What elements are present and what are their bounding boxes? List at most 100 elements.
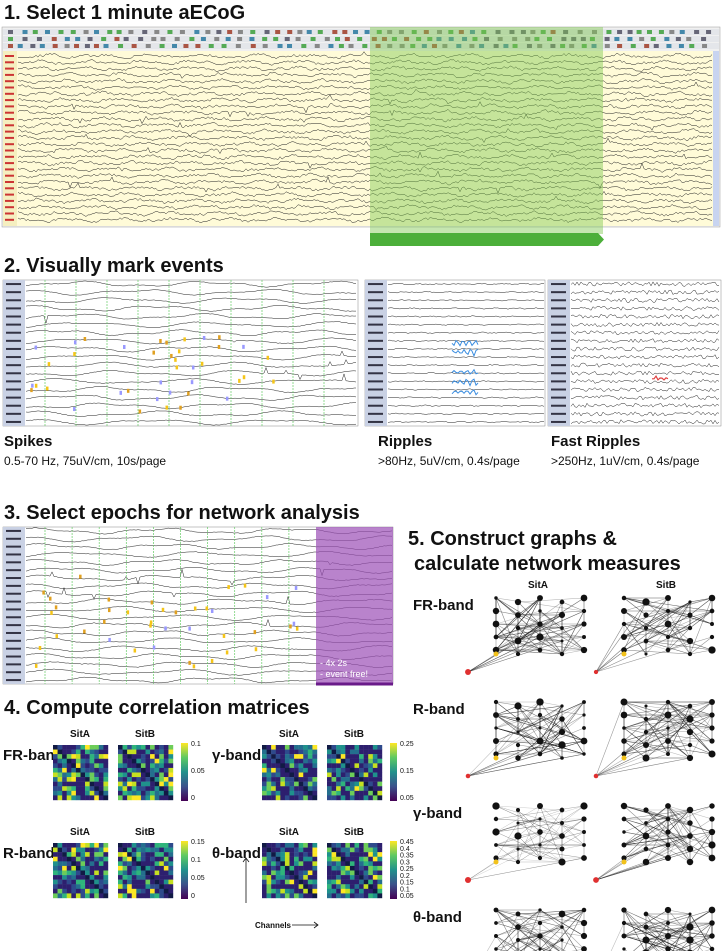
matrix-cell xyxy=(136,777,142,782)
tool-icon xyxy=(436,37,442,41)
tool-icon xyxy=(103,44,109,48)
matrix-cell xyxy=(275,786,281,792)
event-mark xyxy=(83,336,87,341)
matrix-cell xyxy=(262,795,267,801)
tool-icon xyxy=(154,30,160,34)
graph-node xyxy=(580,919,588,927)
matrix-cell xyxy=(372,786,378,792)
matrix-cell xyxy=(118,888,123,894)
matrix-cell xyxy=(354,875,360,880)
channel-label xyxy=(368,420,383,423)
tool-icon xyxy=(589,37,595,41)
matrix-cell xyxy=(354,767,360,773)
matrix-cell xyxy=(303,893,309,899)
eeg-trace xyxy=(17,101,713,114)
matrix-cell xyxy=(145,754,151,759)
graph-node xyxy=(620,698,628,706)
matrix-cell xyxy=(327,865,332,871)
matrix-cell xyxy=(71,790,77,796)
matrix-cell xyxy=(345,870,351,876)
channel-label xyxy=(6,569,21,572)
matrix-cell xyxy=(140,893,146,899)
matrix-cell xyxy=(150,861,155,867)
graph-edge xyxy=(467,753,585,777)
matrix-cell xyxy=(327,875,332,880)
matrix-cell xyxy=(289,781,295,787)
graph-node xyxy=(465,669,471,675)
band-label: FR-band xyxy=(3,747,64,764)
eeg-trace xyxy=(17,113,712,125)
matrix-cell xyxy=(280,875,286,880)
tool-icon xyxy=(701,37,707,41)
matrix-cell xyxy=(298,745,304,750)
matrix-cell xyxy=(354,888,360,894)
matrix-cell xyxy=(71,772,77,778)
matrix-cell xyxy=(131,772,137,778)
matrix-cell xyxy=(294,875,299,880)
matrix-cell xyxy=(359,763,364,769)
matrix-cell xyxy=(75,875,81,880)
matrix-cell xyxy=(71,861,77,867)
event-mark xyxy=(133,648,137,653)
eeg-trace xyxy=(17,78,713,85)
matrix-cell xyxy=(53,749,58,755)
tool-icon xyxy=(577,30,583,34)
matrix-cell xyxy=(145,879,151,885)
matrix-cell xyxy=(163,888,169,894)
graph-edge xyxy=(520,935,541,951)
matrix-cell xyxy=(280,856,286,862)
event-mark xyxy=(73,407,76,412)
graph-node xyxy=(593,669,599,675)
matrix-cell xyxy=(53,879,58,885)
colorbar xyxy=(390,743,397,801)
matrix-cell xyxy=(75,852,81,857)
matrix-cell xyxy=(131,754,137,759)
matrix-cell xyxy=(377,754,383,759)
matrix-cell xyxy=(85,847,90,853)
graph-node xyxy=(686,728,694,736)
matrix-cell xyxy=(280,758,286,764)
matrix-cell xyxy=(136,754,142,759)
tool-icon xyxy=(87,37,93,41)
graph-node xyxy=(665,634,671,640)
matrix-cell xyxy=(363,758,369,764)
matrix-cell xyxy=(85,772,90,778)
matrix-cell xyxy=(89,852,95,857)
matrix-cell xyxy=(336,861,341,867)
matrix-cell xyxy=(372,745,378,750)
matrix-cell xyxy=(307,865,313,871)
graph-node xyxy=(643,846,649,852)
matrix-cell xyxy=(372,777,378,782)
channel-label xyxy=(6,584,21,587)
matrix-cell xyxy=(66,754,72,759)
matrix-cell xyxy=(85,852,90,857)
graph-edge xyxy=(623,909,691,941)
eeg-trace xyxy=(570,370,720,376)
matrix-cell xyxy=(298,884,304,890)
matrix-cell xyxy=(103,843,109,848)
tool-icon xyxy=(686,37,692,41)
matrix-cell xyxy=(331,754,337,759)
graph-edge xyxy=(495,913,519,924)
channel-label xyxy=(5,92,14,95)
matrix-cell xyxy=(349,861,355,867)
channel-label xyxy=(6,639,21,642)
matrix-cell xyxy=(312,758,318,764)
channel-label xyxy=(6,364,21,367)
graph-edge xyxy=(495,705,563,716)
matrix-cell xyxy=(298,879,304,885)
graph-node xyxy=(560,756,564,760)
matrix-cell xyxy=(303,786,309,792)
colorbar-tick: 0.4 xyxy=(400,846,410,853)
matrix-cell xyxy=(303,763,309,769)
matrix-cell xyxy=(80,856,86,862)
tool-icon xyxy=(653,44,659,48)
graph-node xyxy=(465,773,471,779)
condition-label: SitB xyxy=(135,729,155,740)
tool-icon xyxy=(636,30,642,34)
graph-edge xyxy=(539,701,585,755)
colorbar-tick: 0.25 xyxy=(400,741,414,748)
matrix-cell xyxy=(57,879,63,885)
matrix-cell xyxy=(85,875,90,880)
graph-edge xyxy=(623,831,647,837)
